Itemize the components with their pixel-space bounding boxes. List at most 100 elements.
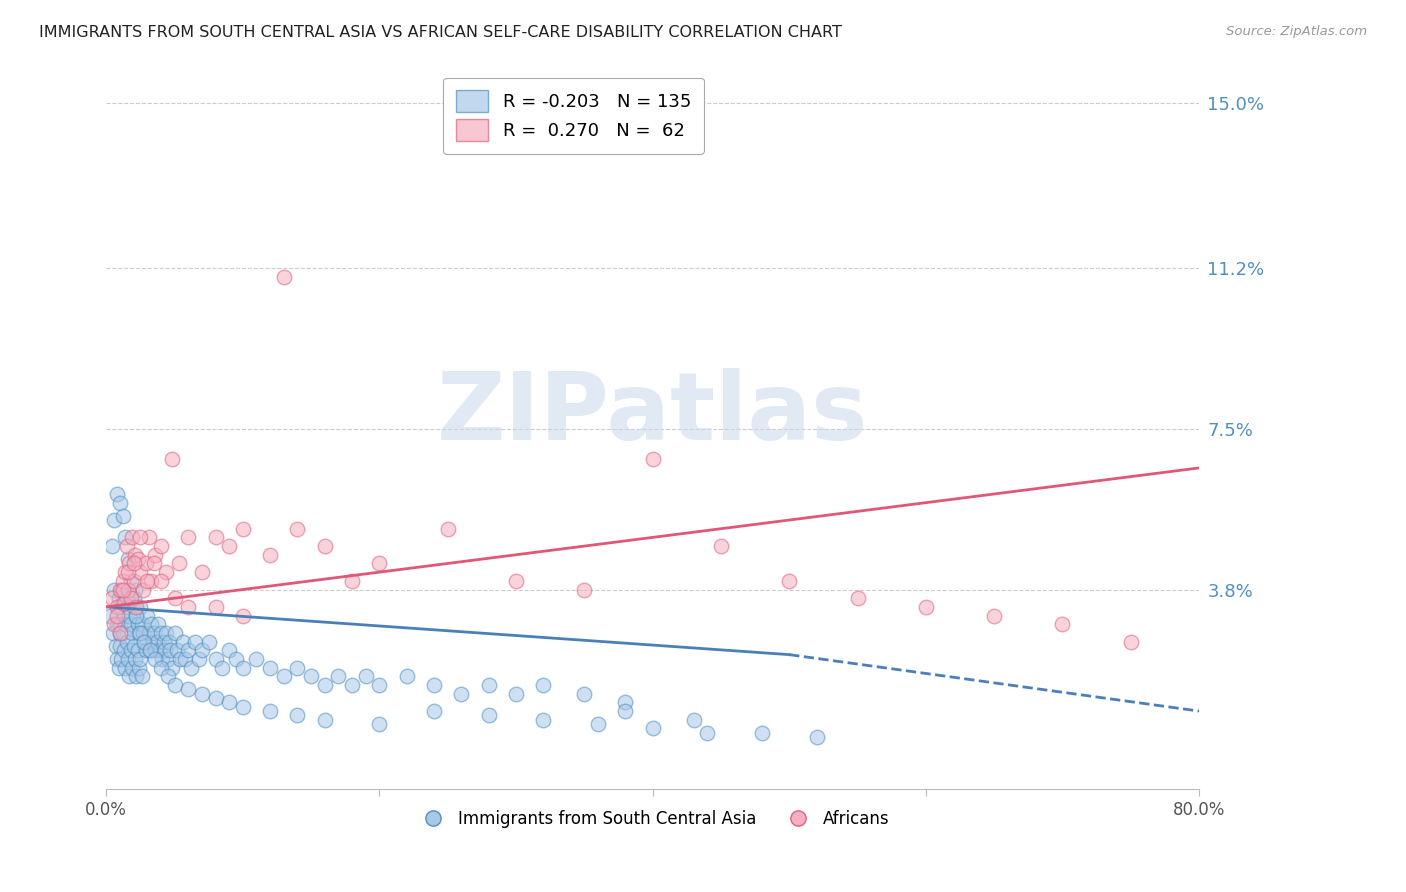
- Point: [153, 643, 176, 657]
- Point: [121, 626, 143, 640]
- Point: [118, 557, 141, 571]
- Point: [204, 691, 226, 706]
- Point: [103, 617, 125, 632]
- Point: [125, 669, 148, 683]
- Point: [287, 522, 309, 536]
- Point: [143, 557, 166, 571]
- Point: [146, 617, 169, 632]
- Point: [150, 652, 173, 666]
- Point: [117, 582, 139, 597]
- Legend: Immigrants from South Central Asia, Africans: Immigrants from South Central Asia, Afri…: [409, 804, 896, 835]
- Point: [696, 726, 718, 740]
- Point: [108, 496, 131, 510]
- Point: [112, 608, 135, 623]
- Point: [114, 565, 136, 579]
- Point: [103, 513, 125, 527]
- Point: [124, 652, 146, 666]
- Point: [586, 717, 609, 731]
- Point: [107, 660, 129, 674]
- Point: [172, 634, 194, 648]
- Point: [395, 669, 418, 683]
- Point: [125, 599, 148, 614]
- Point: [259, 660, 281, 674]
- Point: [245, 652, 267, 666]
- Point: [778, 574, 800, 588]
- Point: [314, 678, 336, 692]
- Point: [166, 643, 188, 657]
- Point: [204, 530, 226, 544]
- Point: [117, 652, 139, 666]
- Point: [211, 660, 233, 674]
- Point: [505, 687, 527, 701]
- Point: [478, 678, 501, 692]
- Point: [174, 652, 197, 666]
- Text: Source: ZipAtlas.com: Source: ZipAtlas.com: [1226, 25, 1367, 38]
- Point: [127, 617, 149, 632]
- Point: [108, 626, 131, 640]
- Point: [136, 608, 159, 623]
- Point: [115, 539, 138, 553]
- Point: [129, 530, 152, 544]
- Point: [149, 574, 172, 588]
- Point: [531, 713, 554, 727]
- Point: [478, 708, 501, 723]
- Point: [110, 582, 132, 597]
- Point: [155, 565, 177, 579]
- Point: [273, 269, 295, 284]
- Point: [132, 582, 155, 597]
- Point: [103, 582, 125, 597]
- Point: [225, 652, 247, 666]
- Point: [145, 643, 167, 657]
- Point: [105, 599, 128, 614]
- Point: [100, 539, 122, 553]
- Point: [122, 557, 145, 571]
- Point: [104, 639, 127, 653]
- Point: [127, 552, 149, 566]
- Point: [149, 539, 172, 553]
- Point: [340, 678, 363, 692]
- Point: [155, 626, 177, 640]
- Point: [218, 539, 240, 553]
- Point: [273, 669, 295, 683]
- Point: [118, 608, 141, 623]
- Point: [177, 643, 200, 657]
- Point: [121, 660, 143, 674]
- Point: [1052, 617, 1074, 632]
- Point: [148, 643, 170, 657]
- Point: [177, 682, 200, 697]
- Point: [340, 574, 363, 588]
- Point: [614, 704, 637, 718]
- Point: [505, 574, 527, 588]
- Point: [131, 617, 153, 632]
- Point: [846, 591, 869, 606]
- Point: [122, 574, 145, 588]
- Point: [129, 599, 152, 614]
- Point: [423, 704, 446, 718]
- Point: [259, 704, 281, 718]
- Point: [287, 660, 309, 674]
- Point: [112, 595, 135, 609]
- Point: [163, 626, 186, 640]
- Point: [114, 530, 136, 544]
- Point: [120, 591, 142, 606]
- Point: [169, 652, 191, 666]
- Point: [436, 522, 458, 536]
- Point: [105, 652, 128, 666]
- Point: [160, 452, 183, 467]
- Point: [314, 539, 336, 553]
- Point: [287, 708, 309, 723]
- Point: [531, 678, 554, 692]
- Point: [232, 522, 254, 536]
- Point: [160, 660, 183, 674]
- Point: [156, 669, 179, 683]
- Point: [100, 591, 122, 606]
- Point: [115, 591, 138, 606]
- Point: [114, 660, 136, 674]
- Point: [127, 643, 149, 657]
- Point: [138, 626, 160, 640]
- Point: [141, 617, 163, 632]
- Point: [115, 634, 138, 648]
- Point: [108, 639, 131, 653]
- Point: [124, 582, 146, 597]
- Point: [167, 557, 190, 571]
